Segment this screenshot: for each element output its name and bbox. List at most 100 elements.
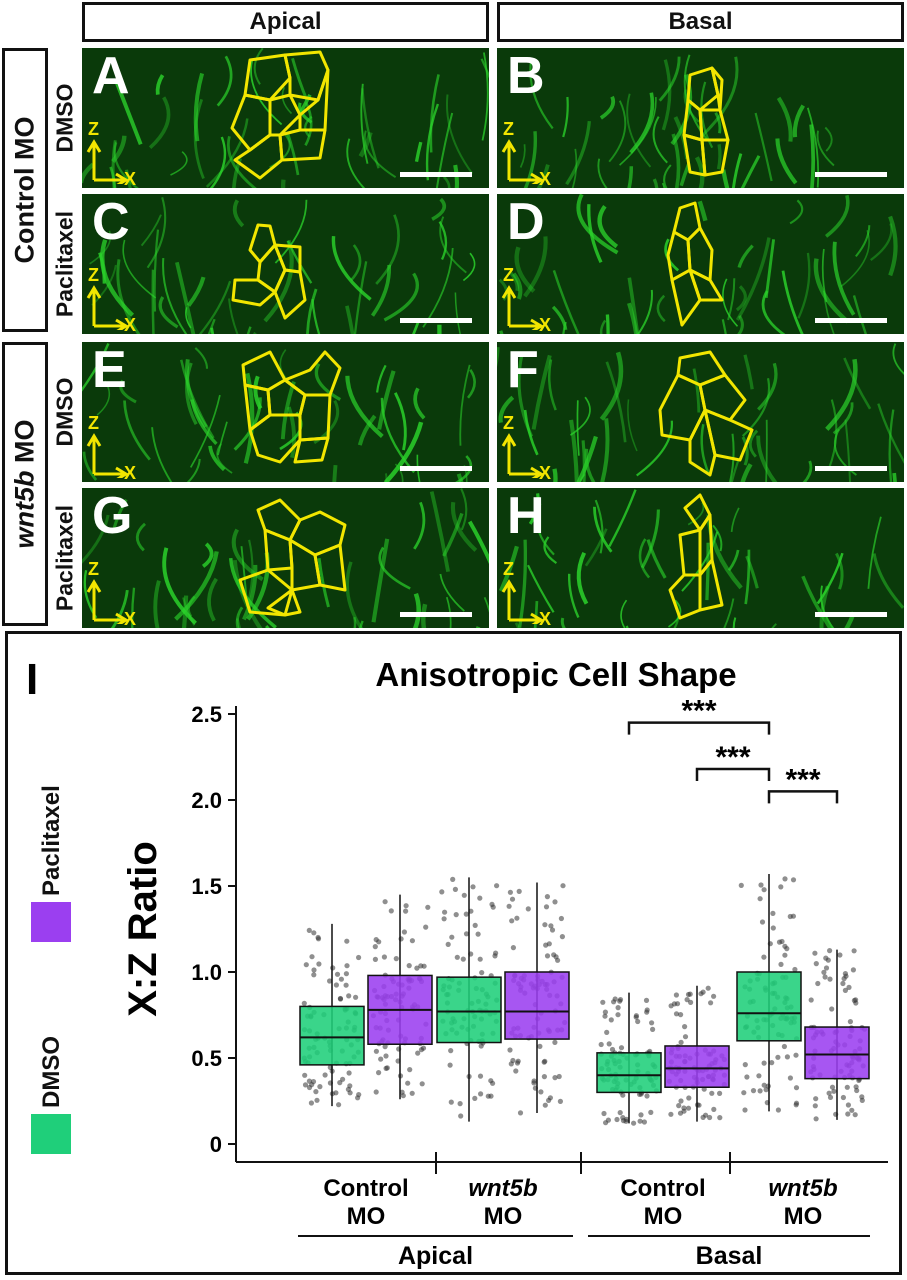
data-point xyxy=(311,967,317,973)
group-label-line2: MO xyxy=(644,1203,683,1230)
data-point xyxy=(509,918,515,924)
data-point xyxy=(403,903,409,909)
data-point xyxy=(463,911,469,917)
scale-bar xyxy=(815,318,887,323)
orientation-axes-icon xyxy=(501,139,544,184)
data-point xyxy=(309,954,315,960)
data-point xyxy=(552,1075,558,1081)
membrane-image xyxy=(497,48,904,188)
cell-outline xyxy=(288,538,322,592)
data-point xyxy=(781,1043,788,1050)
z-axis-label: Z xyxy=(88,559,99,579)
data-point xyxy=(606,1041,612,1047)
data-point xyxy=(778,884,784,890)
data-point xyxy=(813,1116,819,1122)
group-label-line2: MO xyxy=(784,1203,823,1230)
data-point xyxy=(470,884,476,890)
significance-label: *** xyxy=(715,741,750,774)
data-point xyxy=(705,985,711,991)
data-point xyxy=(333,982,339,988)
data-point xyxy=(813,1096,819,1102)
orientation-axes-icon xyxy=(501,433,544,478)
data-point xyxy=(635,1018,641,1025)
data-point xyxy=(711,993,717,999)
z-axis-label: Z xyxy=(88,413,99,433)
box-dmso xyxy=(436,976,502,1044)
cell-outline xyxy=(686,66,720,112)
group-label-line2: MO xyxy=(347,1203,386,1230)
y-tick-label: 0 xyxy=(210,1132,222,1157)
group-label-line2: MO xyxy=(484,1203,523,1230)
data-point xyxy=(859,1097,865,1103)
scale-bar xyxy=(815,612,887,617)
data-point xyxy=(514,915,520,921)
data-point xyxy=(517,1110,524,1116)
orientation-axes-icon xyxy=(501,579,544,624)
data-point xyxy=(477,895,483,901)
x-axis-label: X xyxy=(124,315,137,334)
data-point xyxy=(784,946,790,952)
data-point xyxy=(757,1088,763,1094)
scale-bar xyxy=(400,172,472,177)
data-point xyxy=(477,1073,484,1079)
data-point xyxy=(644,1093,650,1099)
y-tick-label: 2.0 xyxy=(191,788,222,813)
data-point xyxy=(343,982,349,988)
scale-bar xyxy=(400,612,472,617)
data-point xyxy=(311,972,317,978)
data-point xyxy=(507,1047,513,1053)
data-point xyxy=(808,997,814,1003)
data-point xyxy=(840,1094,847,1101)
data-point xyxy=(685,1105,692,1111)
data-point xyxy=(525,906,531,912)
box-paclitaxel xyxy=(504,971,570,1040)
cell-outline xyxy=(686,226,714,282)
panel-letter: E xyxy=(92,342,127,399)
data-point xyxy=(449,934,455,940)
data-point xyxy=(346,1070,352,1076)
data-point xyxy=(853,997,859,1003)
data-point xyxy=(537,1043,543,1049)
data-point xyxy=(409,1090,415,1096)
data-point xyxy=(707,1114,713,1121)
data-point xyxy=(492,953,498,959)
data-point xyxy=(425,904,431,910)
significance-label: *** xyxy=(681,695,716,728)
orientation-axes-icon xyxy=(86,139,129,184)
data-point xyxy=(401,929,407,935)
cell-outline xyxy=(268,93,302,137)
data-point xyxy=(461,892,467,898)
data-point xyxy=(688,999,694,1005)
data-point xyxy=(303,962,309,968)
data-point xyxy=(827,976,833,982)
region-label: Basal xyxy=(696,1242,763,1270)
data-point xyxy=(383,1053,389,1059)
data-point xyxy=(510,945,516,951)
data-point xyxy=(778,961,784,967)
data-point xyxy=(494,883,500,889)
data-point xyxy=(479,970,485,976)
data-point xyxy=(338,976,344,982)
data-point xyxy=(846,984,852,990)
significance-bracket xyxy=(695,767,771,782)
data-point xyxy=(761,954,767,960)
data-point xyxy=(744,1074,750,1080)
y-axis-title: X:Z Ratio xyxy=(121,841,165,1017)
data-point xyxy=(741,1090,747,1096)
data-point xyxy=(837,952,843,958)
data-point xyxy=(770,910,776,916)
data-point xyxy=(302,1082,309,1088)
data-point xyxy=(372,956,378,962)
panel-letter: F xyxy=(507,342,539,399)
data-point xyxy=(761,1082,767,1088)
data-point xyxy=(831,1088,837,1094)
data-point xyxy=(315,936,322,942)
data-point xyxy=(558,915,565,922)
data-point xyxy=(301,1000,307,1006)
data-point xyxy=(700,1114,706,1120)
data-point xyxy=(790,913,797,919)
x-axis-label: X xyxy=(539,609,552,628)
